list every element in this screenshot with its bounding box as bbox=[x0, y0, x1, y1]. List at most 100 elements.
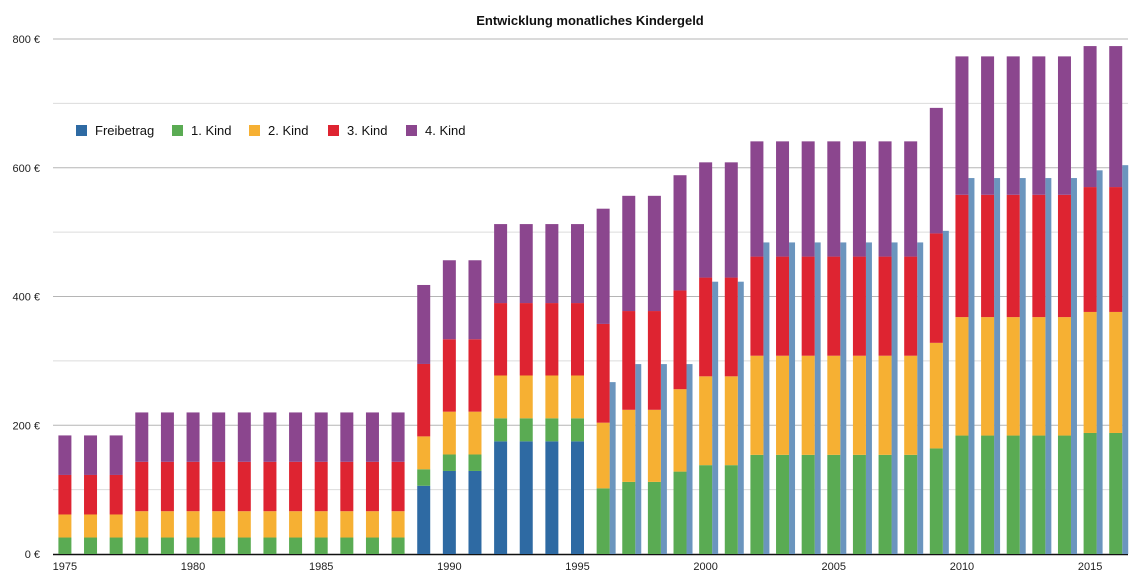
bar-2-kind-2005 bbox=[827, 355, 841, 455]
bar-2-kind-2002 bbox=[750, 355, 764, 455]
grid bbox=[53, 38, 1128, 556]
bar-2-kind-1983 bbox=[263, 511, 277, 538]
bar-3-kind-1975 bbox=[58, 474, 72, 515]
bar-3-kind-2010 bbox=[955, 194, 969, 318]
bar-3-kind-1991 bbox=[468, 339, 482, 412]
bar-4-kind-1986 bbox=[340, 412, 354, 462]
bar-3-kind-2012 bbox=[1006, 194, 1020, 318]
bar-1-kind-1989 bbox=[417, 469, 431, 486]
bar-2-kind-1993 bbox=[519, 375, 533, 419]
bar-2-kind-1991 bbox=[468, 411, 482, 455]
bar-3-kind-2000 bbox=[699, 277, 713, 377]
bar-1-kind-1993 bbox=[519, 418, 533, 442]
x-tick-label: 2000 bbox=[693, 561, 717, 573]
bar-2-kind-2013 bbox=[1032, 317, 1046, 436]
bar-2-kind-1992 bbox=[494, 375, 508, 419]
bar-2-kind-1999 bbox=[673, 389, 687, 472]
bar-3-kind-1993 bbox=[519, 303, 533, 376]
bar-3-kind-1986 bbox=[340, 461, 354, 512]
bar-4-kind-1982 bbox=[237, 412, 251, 462]
bar-3-kind-1983 bbox=[263, 461, 277, 512]
x-tick-label: 1990 bbox=[437, 561, 461, 573]
bar-4-kind-1989 bbox=[417, 284, 431, 364]
legend-label: 4. Kind bbox=[425, 123, 465, 138]
bar-1-kind-2003 bbox=[776, 454, 790, 554]
y-tick-label: 200 € bbox=[12, 420, 40, 432]
bar-1-kind-1983 bbox=[263, 537, 277, 554]
bar-4-kind-2014 bbox=[1057, 56, 1071, 195]
bar-4-kind-2005 bbox=[827, 141, 841, 257]
bar-4-kind-1999 bbox=[673, 175, 687, 291]
bar-2-kind-1995 bbox=[571, 375, 584, 419]
bar-freibetrag-2011 bbox=[994, 178, 1001, 555]
bar-4-kind-1990 bbox=[442, 260, 456, 340]
bar-1-kind-2015 bbox=[1083, 432, 1097, 554]
bar-4-kind-2007 bbox=[878, 141, 892, 257]
bar-freibetrag-1995 bbox=[571, 441, 584, 554]
bar-freibetrag-2005 bbox=[840, 242, 847, 555]
bar-freibetrag-1992 bbox=[494, 441, 508, 554]
bar-2-kind-2000 bbox=[699, 376, 713, 466]
bar-3-kind-1988 bbox=[391, 461, 405, 512]
bar-4-kind-1978 bbox=[135, 412, 149, 462]
bar-1-kind-1978 bbox=[135, 537, 149, 554]
bar-4-kind-1993 bbox=[519, 224, 533, 304]
bar-1-kind-1982 bbox=[237, 537, 251, 554]
x-tick-label: 2010 bbox=[950, 561, 974, 573]
bar-3-kind-1997 bbox=[622, 311, 636, 410]
bar-freibetrag-2004 bbox=[814, 242, 821, 555]
bar-1-kind-2009 bbox=[929, 448, 943, 554]
bar-3-kind-1982 bbox=[237, 461, 251, 512]
bar-3-kind-2011 bbox=[981, 194, 995, 318]
bar-4-kind-1977 bbox=[109, 435, 123, 475]
bar-freibetrag-1999 bbox=[686, 364, 693, 554]
bar-freibetrag-2012 bbox=[1019, 178, 1026, 555]
legend-swatch bbox=[172, 125, 183, 136]
bar-2-kind-2008 bbox=[904, 355, 918, 455]
y-axis: 0 € 200 € 400 € 600 € 800 € bbox=[12, 34, 40, 561]
x-tick-label: 2005 bbox=[822, 561, 846, 573]
bar-4-kind-2008 bbox=[904, 141, 918, 257]
bar-freibetrag-1991 bbox=[468, 470, 482, 554]
bar-3-kind-1992 bbox=[494, 303, 508, 376]
bar-freibetrag-1989 bbox=[417, 485, 431, 554]
bar-1-kind-2011 bbox=[981, 435, 995, 554]
bar-1-kind-1981 bbox=[212, 537, 226, 554]
bar-2-kind-1985 bbox=[314, 511, 328, 538]
bar-1-kind-2012 bbox=[1006, 435, 1020, 554]
bar-2-kind-1978 bbox=[135, 511, 149, 538]
bar-freibetrag-2016 bbox=[1122, 165, 1129, 555]
bar-2-kind-1977 bbox=[109, 514, 123, 538]
legend: Freibetrag 1. Kind 2. Kind 3. Kind 4. Kind bbox=[76, 123, 465, 138]
bar-1-kind-2007 bbox=[878, 454, 892, 554]
bar-2-kind-2001 bbox=[724, 376, 738, 466]
bar-2-kind-1979 bbox=[160, 511, 174, 538]
bar-2-kind-1996 bbox=[596, 422, 610, 489]
bar-1-kind-1985 bbox=[314, 537, 328, 554]
bar-3-kind-2003 bbox=[776, 256, 790, 356]
bar-3-kind-2001 bbox=[724, 277, 738, 377]
bar-freibetrag-2003 bbox=[789, 242, 796, 555]
bar-freibetrag-2015 bbox=[1096, 170, 1103, 554]
bar-1-kind-2016 bbox=[1109, 432, 1123, 554]
bar-1-kind-2001 bbox=[724, 465, 738, 554]
bar-2-kind-1981 bbox=[212, 511, 226, 538]
bar-3-kind-2004 bbox=[801, 256, 815, 356]
bar-4-kind-1995 bbox=[571, 224, 584, 304]
x-tick-label: 1995 bbox=[565, 561, 589, 573]
bar-freibetrag-2014 bbox=[1070, 178, 1077, 555]
bar-3-kind-2009 bbox=[929, 233, 943, 343]
bar-4-kind-2015 bbox=[1083, 46, 1097, 188]
bar-3-kind-1984 bbox=[289, 461, 303, 512]
bar-2-kind-2012 bbox=[1006, 317, 1020, 436]
bar-2-kind-2011 bbox=[981, 317, 995, 436]
bar-3-kind-2008 bbox=[904, 256, 918, 356]
legend-label: Freibetrag bbox=[95, 123, 154, 138]
bar-3-kind-2013 bbox=[1032, 194, 1046, 318]
bar-freibetrag-2008 bbox=[917, 242, 924, 555]
bar-1-kind-1979 bbox=[160, 537, 174, 554]
bar-4-kind-1994 bbox=[545, 224, 559, 304]
legend-label: 3. Kind bbox=[347, 123, 387, 138]
bar-1-kind-1976 bbox=[84, 537, 98, 554]
x-axis: 1975 1980 1985 1990 1995 2000 2005 2010 2015 bbox=[53, 561, 1103, 573]
